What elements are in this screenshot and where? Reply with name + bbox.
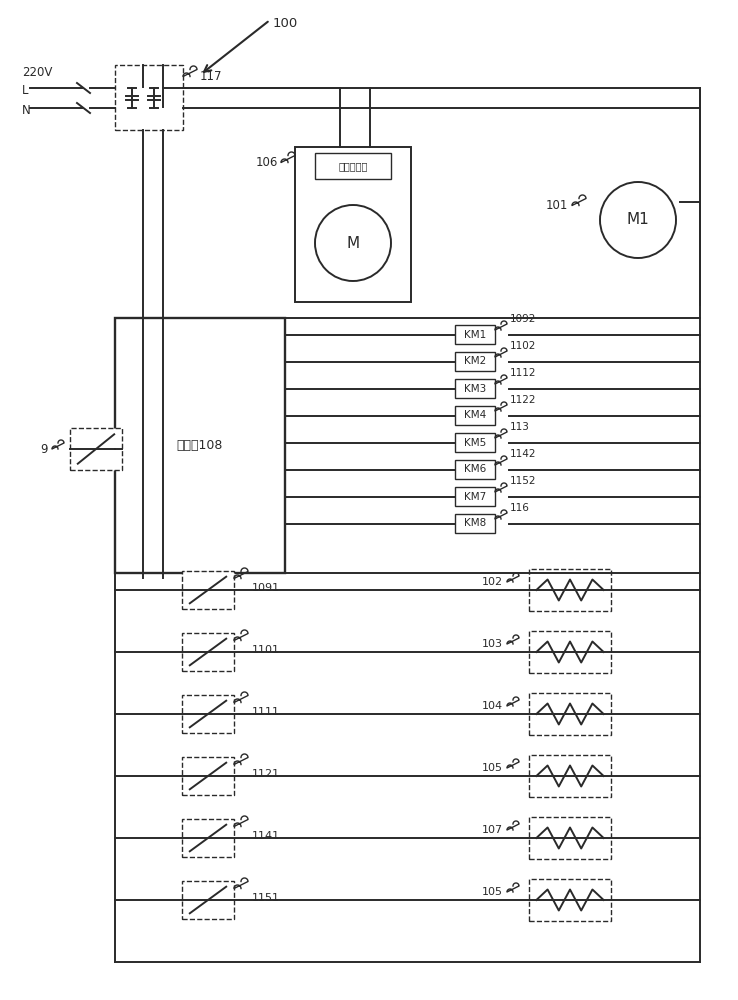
Text: KM2: KM2 xyxy=(464,357,486,366)
Text: KM6: KM6 xyxy=(464,464,486,475)
Text: M1: M1 xyxy=(627,213,649,228)
Text: L: L xyxy=(22,85,29,98)
Bar xyxy=(182,881,234,919)
Bar xyxy=(529,879,611,921)
Bar xyxy=(182,695,234,733)
Bar xyxy=(315,153,391,179)
Text: 1152: 1152 xyxy=(510,476,537,486)
Bar xyxy=(529,755,611,797)
Text: 105: 105 xyxy=(482,763,503,773)
Text: KM1: KM1 xyxy=(464,330,486,340)
Text: 116: 116 xyxy=(510,503,530,513)
Text: 102: 102 xyxy=(482,577,503,587)
Bar xyxy=(455,433,495,452)
Text: 1141: 1141 xyxy=(252,831,280,841)
Text: 1142: 1142 xyxy=(510,449,537,459)
Bar xyxy=(455,514,495,533)
Text: KM8: KM8 xyxy=(464,518,486,528)
Bar xyxy=(182,633,234,671)
Circle shape xyxy=(600,182,676,258)
Bar xyxy=(455,379,495,398)
Circle shape xyxy=(315,205,391,281)
Text: 1122: 1122 xyxy=(510,395,537,405)
Bar xyxy=(115,318,285,573)
Text: KM4: KM4 xyxy=(464,410,486,420)
Bar xyxy=(182,571,234,609)
Text: KM5: KM5 xyxy=(464,438,486,448)
Text: 1092: 1092 xyxy=(510,314,537,324)
Text: 1112: 1112 xyxy=(510,368,537,378)
Text: 220V: 220V xyxy=(22,66,52,79)
Bar xyxy=(70,428,122,470)
Text: 9: 9 xyxy=(41,443,48,456)
Bar xyxy=(182,819,234,857)
Text: 1111: 1111 xyxy=(252,707,280,717)
Bar xyxy=(182,757,234,795)
Text: 1121: 1121 xyxy=(252,769,280,779)
Text: 电机控制器: 电机控制器 xyxy=(338,161,368,171)
Text: 1101: 1101 xyxy=(252,645,280,655)
Text: 107: 107 xyxy=(482,825,503,835)
Bar xyxy=(455,487,495,506)
Bar xyxy=(115,65,183,130)
Bar xyxy=(455,325,495,344)
Text: 1102: 1102 xyxy=(510,341,537,351)
Text: 控制器108: 控制器108 xyxy=(177,439,223,452)
Text: 101: 101 xyxy=(545,199,568,212)
Text: 113: 113 xyxy=(510,422,530,432)
Text: 117: 117 xyxy=(200,70,222,83)
Bar xyxy=(295,147,411,302)
Text: 104: 104 xyxy=(482,701,503,711)
Bar xyxy=(455,406,495,425)
Text: 105: 105 xyxy=(482,887,503,897)
Bar xyxy=(529,631,611,673)
Text: 1091: 1091 xyxy=(252,583,280,593)
Bar xyxy=(455,352,495,371)
Bar xyxy=(455,460,495,479)
Text: 1151: 1151 xyxy=(252,893,280,903)
Bar xyxy=(529,817,611,859)
Bar xyxy=(529,693,611,735)
Text: KM7: KM7 xyxy=(464,491,486,502)
Bar xyxy=(529,569,611,611)
Text: M: M xyxy=(346,235,359,250)
Text: 100: 100 xyxy=(273,17,298,30)
Text: KM3: KM3 xyxy=(464,383,486,393)
Text: 103: 103 xyxy=(482,639,503,649)
Text: N: N xyxy=(22,104,31,117)
Text: 106: 106 xyxy=(255,156,278,169)
